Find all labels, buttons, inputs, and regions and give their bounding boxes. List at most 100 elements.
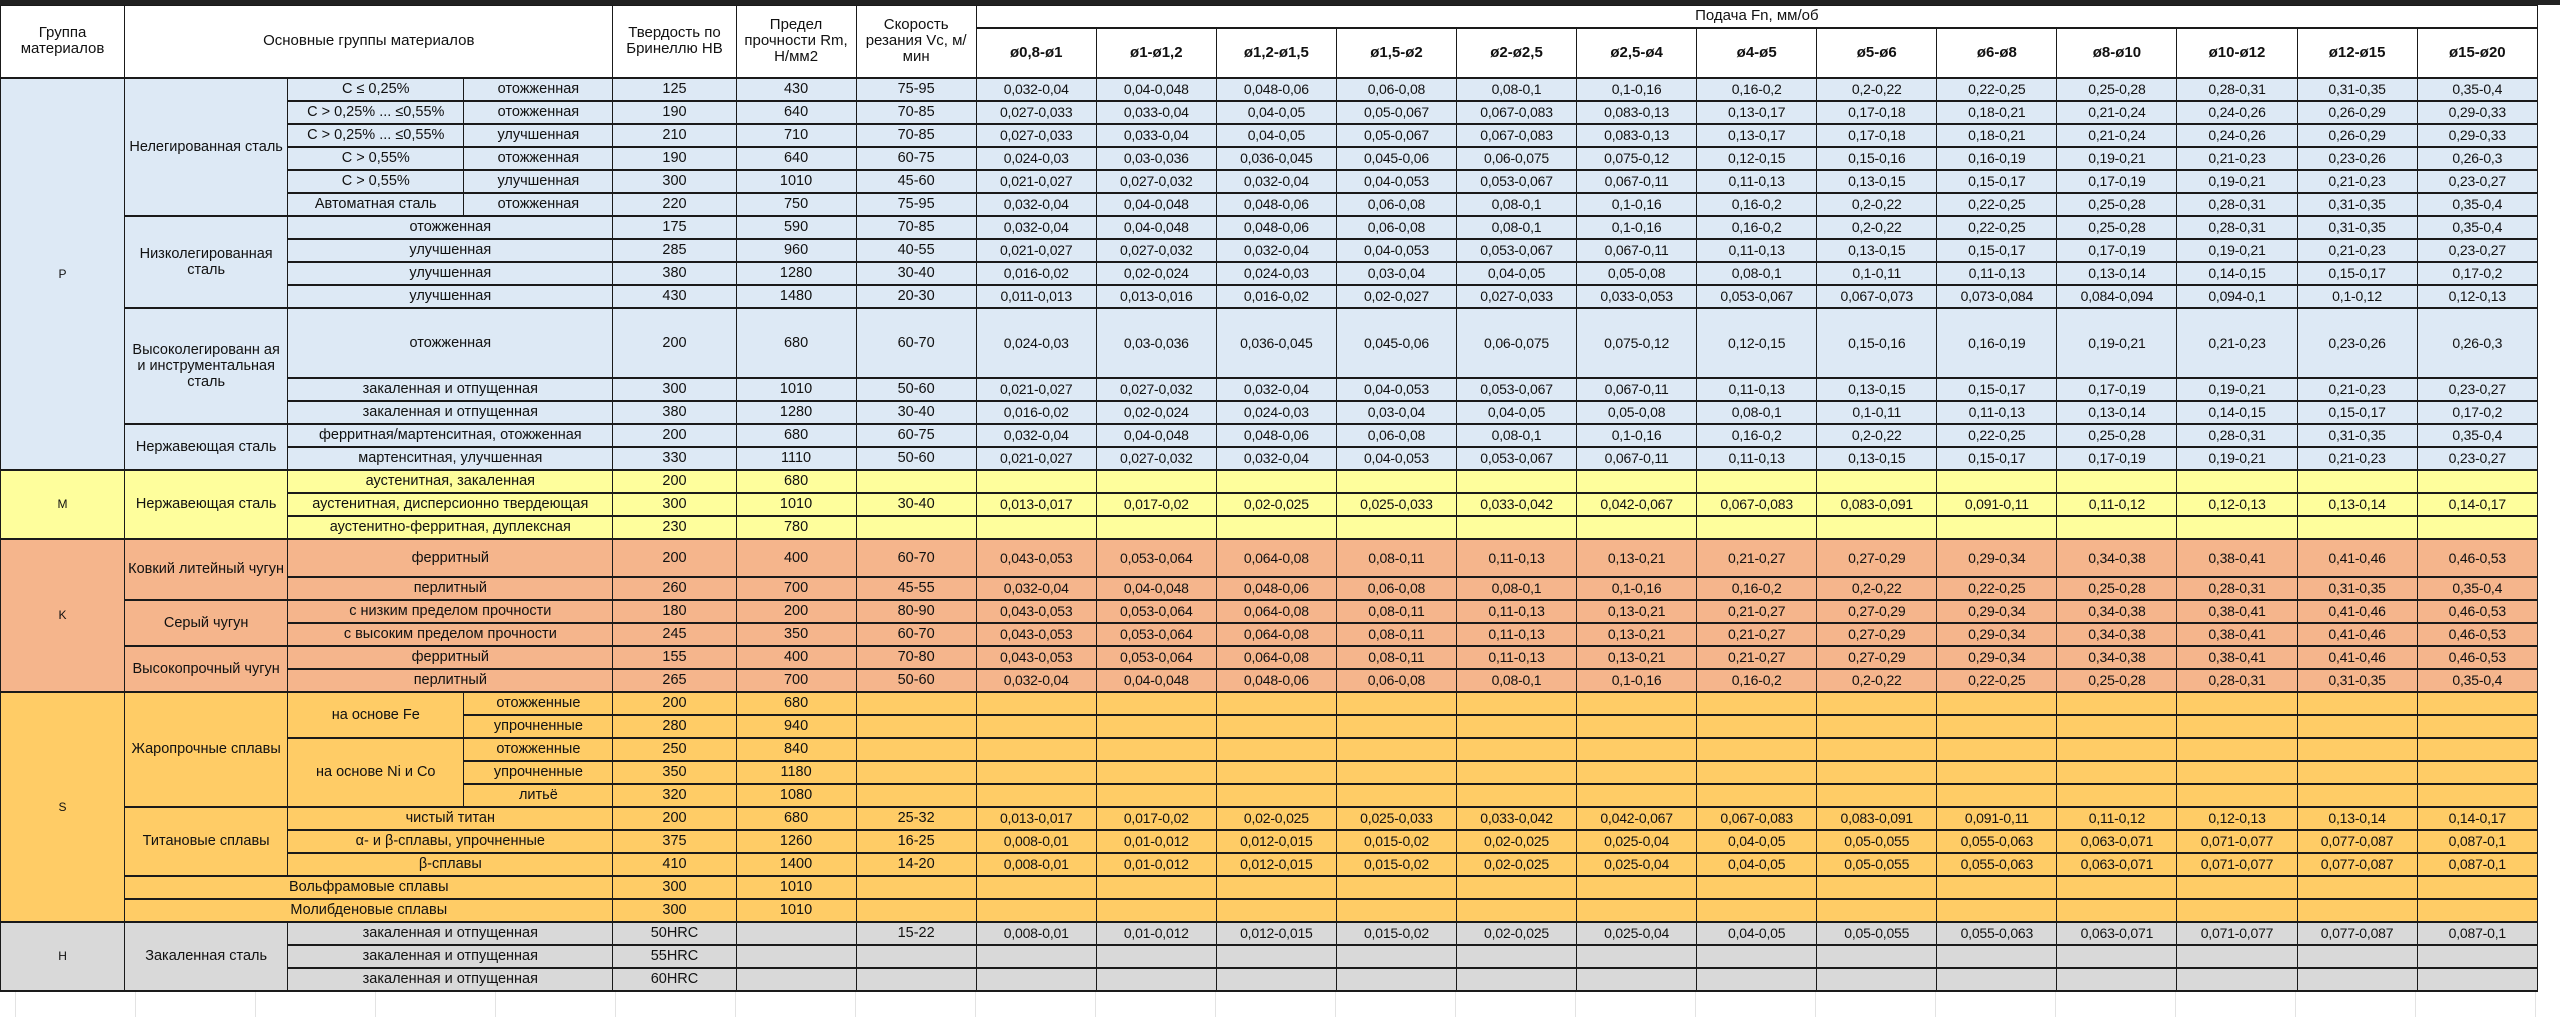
feed-cell[interactable]: 0,13-0,21 <box>1576 599 1698 624</box>
treatment-cell[interactable]: отожженные <box>463 737 614 762</box>
feed-cell[interactable]: 0,042-0,067 <box>1576 806 1698 831</box>
feed-cell[interactable]: 0,02-0,025 <box>1455 921 1578 946</box>
feed-cell[interactable]: 0,25-0,28 <box>2056 576 2178 601</box>
feed-cell[interactable] <box>1215 898 1337 923</box>
subgroup-name[interactable]: Серый чугун <box>124 599 289 647</box>
hardness-cell[interactable]: 180 <box>612 599 737 624</box>
feed-cell[interactable]: 0,18-0,21 <box>1936 100 2058 125</box>
feed-cell[interactable]: 0,23-0,27 <box>2416 446 2539 471</box>
feed-cell[interactable]: 0,08-0,1 <box>1455 668 1578 693</box>
feed-cell[interactable]: 0,21-0,23 <box>2296 377 2418 402</box>
feed-cell[interactable]: 0,16-0,19 <box>1936 307 2058 379</box>
speed-cell[interactable] <box>855 898 977 923</box>
feed-cell[interactable]: 0,036-0,045 <box>1215 146 1337 171</box>
feed-cell[interactable]: 0,04-0,048 <box>1095 215 1217 240</box>
hardness-cell[interactable]: 350 <box>612 760 737 785</box>
hardness-cell[interactable]: 300 <box>612 169 737 194</box>
feed-cell[interactable]: 0,087-0,1 <box>2416 852 2539 877</box>
feed-cell[interactable]: 0,21-0,23 <box>2176 307 2298 379</box>
description-cell[interactable]: перлитный <box>287 576 614 601</box>
feed-cell[interactable]: 0,26-0,29 <box>2296 100 2418 125</box>
hardness-cell[interactable]: 50HRC <box>612 921 737 946</box>
feed-cell[interactable]: 0,31-0,35 <box>2296 192 2418 217</box>
feed-cell[interactable]: 0,11-0,12 <box>2056 806 2178 831</box>
feed-cell[interactable] <box>2296 875 2418 900</box>
feed-cell[interactable]: 0,16-0,2 <box>1696 77 1818 102</box>
header-cutting-speed[interactable]: Скорость резания Vc, м/мин <box>855 5 977 79</box>
feed-cell[interactable]: 0,024-0,03 <box>1215 400 1337 425</box>
speed-cell[interactable] <box>855 944 977 969</box>
feed-cell[interactable]: 0,048-0,06 <box>1215 192 1337 217</box>
speed-cell[interactable] <box>855 714 977 739</box>
feed-cell[interactable] <box>1816 898 1938 923</box>
feed-cell[interactable] <box>1455 967 1578 992</box>
description-cell[interactable]: β-сплавы <box>287 852 614 877</box>
feed-cell[interactable]: 0,19-0,21 <box>2176 238 2298 263</box>
feed-cell[interactable]: 0,025-0,033 <box>1335 492 1457 517</box>
feed-cell[interactable]: 0,23-0,27 <box>2416 238 2539 263</box>
feed-cell[interactable]: 0,21-0,23 <box>2176 146 2298 171</box>
speed-cell[interactable] <box>855 875 977 900</box>
feed-cell[interactable]: 0,13-0,21 <box>1576 645 1698 670</box>
feed-cell[interactable]: 0,008-0,01 <box>975 852 1097 877</box>
feed-cell[interactable]: 0,012-0,015 <box>1215 829 1337 854</box>
feed-cell[interactable] <box>975 691 1097 716</box>
feed-cell[interactable]: 0,063-0,071 <box>2056 921 2178 946</box>
feed-cell[interactable]: 0,067-0,11 <box>1576 377 1698 402</box>
subgroup-name[interactable]: Молибденовые сплавы <box>124 898 614 923</box>
hardness-cell[interactable]: 300 <box>612 875 737 900</box>
feed-cell[interactable]: 0,11-0,13 <box>1455 622 1578 647</box>
feed-cell[interactable] <box>1335 783 1457 808</box>
feed-cell[interactable] <box>2056 515 2178 540</box>
speed-cell[interactable]: 80-90 <box>855 599 977 624</box>
feed-cell[interactable]: 0,021-0,027 <box>975 169 1097 194</box>
feed-cell[interactable] <box>2416 469 2539 494</box>
feed-cell[interactable]: 0,41-0,46 <box>2296 645 2418 670</box>
treatment-cell[interactable]: улучшенная <box>463 123 614 148</box>
feed-cell[interactable] <box>1696 944 1818 969</box>
feed-cell[interactable] <box>1215 469 1337 494</box>
treatment-cell[interactable]: отожженная <box>463 192 614 217</box>
feed-cell[interactable] <box>2296 515 2418 540</box>
feed-cell[interactable] <box>1816 783 1938 808</box>
feed-cell[interactable]: 0,34-0,38 <box>2056 538 2178 578</box>
feed-cell[interactable]: 0,2-0,22 <box>1816 215 1938 240</box>
feed-cell[interactable]: 0,16-0,19 <box>1936 146 2058 171</box>
feed-cell[interactable]: 0,17-0,19 <box>2056 377 2178 402</box>
feed-cell[interactable]: 0,21-0,23 <box>2296 238 2418 263</box>
feed-cell[interactable]: 0,067-0,083 <box>1455 123 1578 148</box>
feed-cell[interactable]: 0,35-0,4 <box>2416 423 2539 448</box>
feed-cell[interactable] <box>1936 944 2058 969</box>
feed-cell[interactable]: 0,08-0,1 <box>1455 192 1578 217</box>
feed-cell[interactable]: 0,02-0,025 <box>1215 492 1337 517</box>
feed-cell[interactable]: 0,13-0,21 <box>1576 538 1698 578</box>
feed-cell[interactable]: 0,25-0,28 <box>2056 668 2178 693</box>
feed-cell[interactable] <box>1335 469 1457 494</box>
speed-cell[interactable]: 45-60 <box>855 169 977 194</box>
feed-cell[interactable]: 0,19-0,21 <box>2176 169 2298 194</box>
hardness-cell[interactable]: 200 <box>612 423 737 448</box>
feed-cell[interactable] <box>2296 944 2418 969</box>
feed-cell[interactable] <box>1455 515 1578 540</box>
hardness-cell[interactable]: 190 <box>612 146 737 171</box>
description-cell[interactable]: закаленная и отпущенная <box>287 921 614 946</box>
feed-cell[interactable]: 0,2-0,22 <box>1816 77 1938 102</box>
speed-cell[interactable]: 70-85 <box>855 215 977 240</box>
feed-cell[interactable] <box>2416 967 2539 992</box>
feed-cell[interactable]: 0,06-0,08 <box>1335 576 1457 601</box>
speed-cell[interactable]: 70-85 <box>855 123 977 148</box>
feed-cell[interactable]: 0,15-0,16 <box>1816 307 1938 379</box>
feed-cell[interactable]: 0,063-0,071 <box>2056 852 2178 877</box>
feed-cell[interactable] <box>1215 714 1337 739</box>
description-cell[interactable]: аустенитная, дисперсионно твердеющая <box>287 492 614 517</box>
feed-cell[interactable] <box>1215 515 1337 540</box>
feed-cell[interactable] <box>2056 875 2178 900</box>
feed-cell[interactable] <box>2176 783 2298 808</box>
feed-cell[interactable] <box>1816 967 1938 992</box>
header-diameter[interactable]: ø12-ø15 <box>2296 27 2418 79</box>
feed-cell[interactable]: 0,15-0,17 <box>1936 238 2058 263</box>
feed-cell[interactable]: 0,075-0,12 <box>1576 146 1698 171</box>
feed-cell[interactable] <box>1696 875 1818 900</box>
feed-cell[interactable] <box>1696 515 1818 540</box>
feed-cell[interactable]: 0,027-0,032 <box>1095 169 1217 194</box>
